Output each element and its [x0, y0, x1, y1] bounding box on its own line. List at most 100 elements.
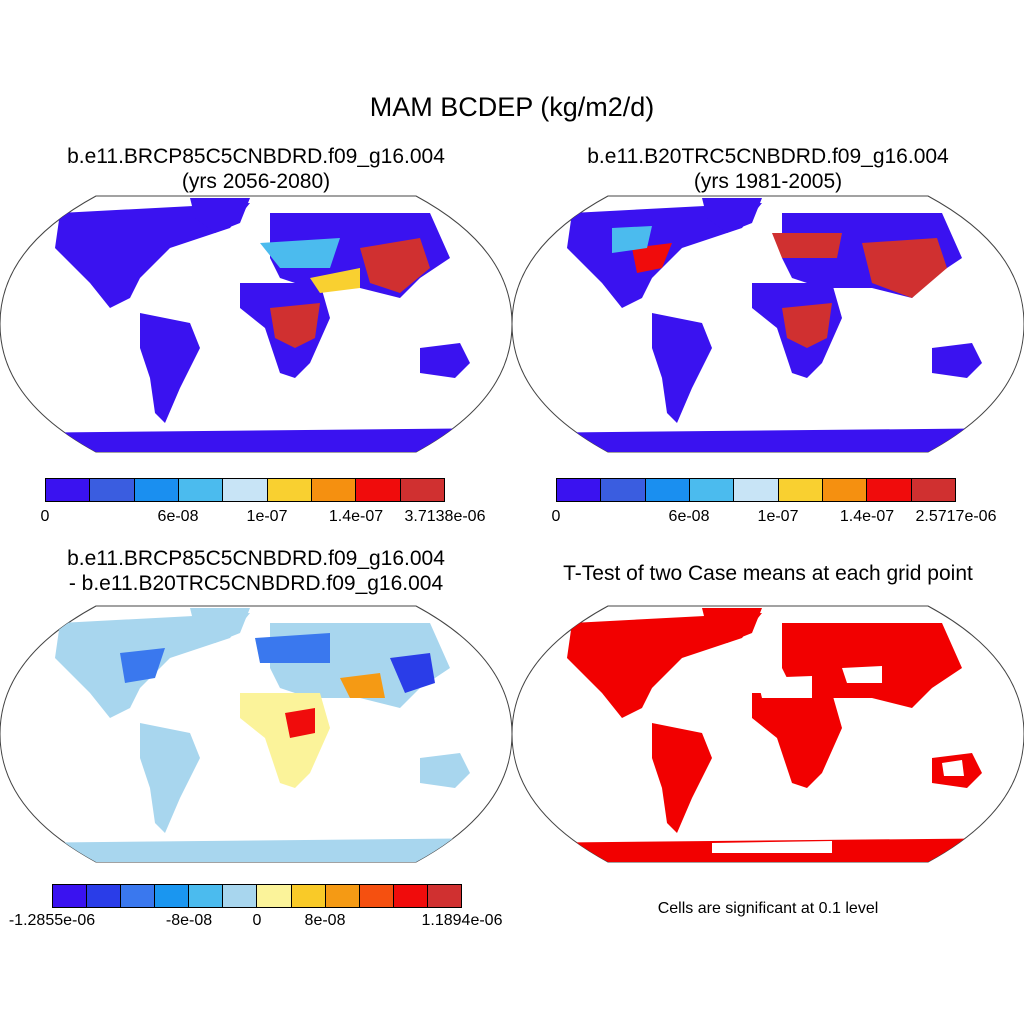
- panel-b20tr-title: b.e11.B20TRC5CNBDRD.f09_g16.004 (yrs 198…: [512, 144, 1024, 194]
- colorbar-b20tr-tick-4: 1.4e-07: [839, 508, 895, 525]
- panel-diff-title: b.e11.BRCP85C5CNBDRD.f09_g16.004 - b.e11…: [0, 546, 512, 596]
- sig-antarctica: [512, 838, 1024, 862]
- colorbar-rcp85-swatch-7: [311, 479, 357, 501]
- colorbar-diff-swatch-7: [257, 885, 292, 907]
- panel-diff-title-line1: b.e11.BRCP85C5CNBDRD.f09_g16.004: [67, 547, 445, 570]
- nonsig-antarctica: [712, 841, 832, 853]
- colorbar-b20tr-swatch-1: [557, 479, 602, 501]
- colorbar-rcp85-tick-3: 1e-07: [246, 508, 288, 525]
- colorbar-rcp85-swatch-3: [134, 479, 179, 501]
- map-b20tr: [512, 195, 1024, 453]
- high-deposition-asia: [360, 238, 430, 293]
- decrease-east-asia: [390, 653, 435, 693]
- high-deposition-us-east: [632, 243, 672, 273]
- panel-rcp85-title-line1: b.e11.BRCP85C5CNBDRD.f09_g16.004: [67, 145, 445, 168]
- high-deposition-asia: [862, 238, 947, 298]
- light-deposition-zone: [260, 238, 340, 268]
- panel-diff-title-line2: - b.e11.B20TRC5CNBDRD.f09_g16.004: [68, 572, 444, 595]
- map-rcp85: [0, 195, 512, 453]
- colorbar-diff-tick-1: -1.2855e-06: [8, 912, 96, 929]
- colorbar-diff-swatch-10: [359, 885, 394, 907]
- decrease-europe: [255, 633, 330, 663]
- panel-b20tr-title-line1: b.e11.B20TRC5CNBDRD.f09_g16.004: [587, 145, 949, 168]
- colorbar-b20tr-swatch-6: [778, 479, 823, 501]
- colorbar-rcp85-swatch-1: [46, 479, 91, 501]
- sig-europe-asia: [782, 623, 962, 708]
- panel-ttest-title: T-Test of two Case means at each grid po…: [563, 562, 973, 585]
- colorbar-b20tr: [556, 478, 956, 502]
- land-antarctica: [0, 838, 512, 862]
- land-antarctica: [512, 428, 1024, 452]
- high-deposition-africa: [782, 303, 832, 348]
- colorbar-rcp85-swatch-8: [356, 479, 401, 501]
- land-north-america: [55, 203, 250, 308]
- colorbar-rcp85-swatch-6: [267, 479, 312, 501]
- land-australia: [932, 343, 982, 378]
- colorbar-diff-swatch-4: [155, 885, 190, 907]
- colorbar-b20tr-swatch-3: [645, 479, 690, 501]
- nonsig-central-asia: [842, 666, 882, 683]
- colorbar-diff-swatch-6: [223, 885, 258, 907]
- map-ttest: [512, 605, 1024, 863]
- colorbar-diff-tick-4: 8e-08: [304, 912, 346, 929]
- high-deposition-africa: [270, 303, 320, 348]
- colorbar-diff-tick-3: 0: [252, 912, 262, 929]
- colorbar-diff-swatch-12: [427, 885, 461, 907]
- colorbar-diff-swatch-2: [87, 885, 122, 907]
- increase-south-asia: [340, 673, 385, 698]
- increase-central-africa: [285, 708, 315, 738]
- colorbar-diff-swatch-8: [291, 885, 326, 907]
- colorbar-diff-swatch-5: [189, 885, 224, 907]
- colorbar-rcp85-swatch-2: [90, 479, 135, 501]
- colorbar-rcp85: [45, 478, 445, 502]
- colorbar-rcp85-swatch-9: [400, 479, 444, 501]
- high-deposition-europe: [772, 233, 842, 258]
- land-south-america: [140, 313, 200, 423]
- colorbar-b20tr-swatch-7: [822, 479, 868, 501]
- colorbar-rcp85-tick-4: 1.4e-07: [328, 508, 384, 525]
- land-australia: [420, 343, 470, 378]
- significance-note: Cells are significant at 0.1 level: [657, 900, 879, 917]
- land-australia: [420, 753, 470, 788]
- sig-south-america: [652, 723, 712, 833]
- nonsig-sahara: [757, 676, 812, 698]
- colorbar-b20tr-swatch-5: [734, 479, 779, 501]
- land-south-america: [140, 723, 200, 833]
- colorbar-b20tr-swatch-2: [601, 479, 646, 501]
- colorbar-diff-tick-2: -8e-08: [165, 912, 213, 929]
- colorbar-b20tr-swatch-8: [867, 479, 912, 501]
- map-diff: [0, 605, 512, 863]
- colorbar-rcp85-tick-2: 6e-08: [157, 508, 199, 525]
- colorbar-b20tr-tick-3: 1e-07: [757, 508, 799, 525]
- panel-rcp85-title: b.e11.BRCP85C5CNBDRD.f09_g16.004 (yrs 20…: [0, 144, 512, 194]
- colorbar-rcp85-tick-5: 3.7138e-06: [404, 508, 486, 525]
- panel-b20tr-title-line2: (yrs 1981-2005): [693, 170, 843, 193]
- sig-north-america: [567, 613, 762, 718]
- land-south-america: [652, 313, 712, 423]
- mid-deposition-zone: [310, 268, 360, 293]
- colorbar-diff: [52, 884, 462, 908]
- colorbar-diff-swatch-1: [53, 885, 88, 907]
- colorbar-diff-swatch-3: [121, 885, 156, 907]
- sig-greenland: [702, 608, 762, 643]
- colorbar-b20tr-swatch-4: [689, 479, 735, 501]
- sig-africa: [752, 693, 842, 788]
- panel-rcp85-title-line2: (yrs 2056-2080): [181, 170, 331, 193]
- land-greenland: [190, 608, 250, 643]
- colorbar-rcp85-tick-1: 0: [40, 508, 50, 525]
- land-antarctica: [0, 428, 512, 452]
- colorbar-b20tr-tick-2: 6e-08: [668, 508, 710, 525]
- colorbar-b20tr-swatch-9: [911, 479, 955, 501]
- colorbar-rcp85-swatch-5: [223, 479, 268, 501]
- colorbar-b20tr-tick-5: 2.5717e-06: [915, 508, 997, 525]
- colorbar-b20tr-tick-1: 0: [551, 508, 561, 525]
- decrease-us-east: [120, 648, 165, 683]
- nonsig-australia: [942, 760, 964, 776]
- colorbar-diff-swatch-11: [393, 885, 428, 907]
- colorbar-rcp85-swatch-4: [178, 479, 224, 501]
- main-title: MAM BCDEP (kg/m2/d): [369, 92, 655, 122]
- land-greenland: [190, 198, 250, 233]
- light-deposition-zone: [612, 226, 652, 253]
- colorbar-diff-swatch-9: [325, 885, 360, 907]
- colorbar-diff-tick-5: 1.1894e-06: [421, 912, 503, 929]
